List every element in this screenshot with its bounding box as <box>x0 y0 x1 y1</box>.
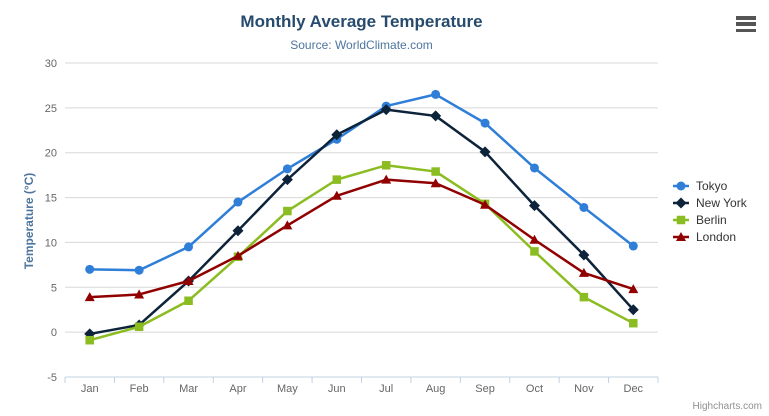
y-axis-label: 0 <box>51 327 57 339</box>
data-point-new-york[interactable] <box>380 104 392 116</box>
legend-marker-circle-icon <box>673 181 689 190</box>
data-point-new-york[interactable] <box>627 304 639 316</box>
hamburger-icon <box>736 16 756 20</box>
data-point-new-york[interactable] <box>479 146 491 158</box>
legend-item-london[interactable]: London <box>672 228 747 245</box>
y-axis-label: 25 <box>45 103 57 115</box>
y-axis-label: -5 <box>47 372 57 384</box>
data-point-london[interactable] <box>480 199 491 209</box>
data-point-london[interactable] <box>282 220 293 230</box>
credits-link[interactable]: Highcharts.com <box>692 401 762 412</box>
x-axis-label: Dec <box>624 383 644 395</box>
data-point-tokyo[interactable] <box>233 197 243 207</box>
series-line-tokyo[interactable] <box>88 93 635 272</box>
data-point-london[interactable] <box>381 174 392 184</box>
x-axis-label: Jun <box>328 383 346 395</box>
data-point-new-york[interactable] <box>232 225 244 237</box>
data-point-tokyo[interactable] <box>184 242 194 252</box>
data-point-new-york[interactable] <box>430 110 442 122</box>
data-point-new-york[interactable] <box>281 174 293 186</box>
legend-item-berlin[interactable]: Berlin <box>672 211 747 228</box>
data-point-london[interactable] <box>84 292 95 302</box>
data-point-berlin[interactable] <box>629 318 638 328</box>
chart-title: Monthly Average Temperature <box>240 12 483 31</box>
x-axis-label: May <box>277 383 298 395</box>
y-axis-label: 10 <box>45 237 57 249</box>
data-point-london[interactable] <box>331 190 342 200</box>
data-point-london[interactable] <box>134 289 145 299</box>
legend-marker-triangle-icon <box>673 231 689 241</box>
data-point-london[interactable] <box>578 267 589 277</box>
data-point-tokyo[interactable] <box>282 164 292 174</box>
data-point-london[interactable] <box>183 276 194 286</box>
data-point-berlin[interactable] <box>579 292 589 302</box>
data-point-tokyo[interactable] <box>431 89 441 99</box>
x-axis-label: Feb <box>130 383 149 395</box>
data-point-new-york[interactable] <box>331 129 343 141</box>
data-point-berlin[interactable] <box>283 206 292 216</box>
series-line-london[interactable] <box>88 178 635 299</box>
x-axis-label: Aug <box>426 383 446 395</box>
data-point-new-york[interactable] <box>528 200 540 212</box>
data-point-london[interactable] <box>430 178 441 188</box>
x-axis-label: Jan <box>81 383 99 395</box>
legend-marker-diamond-icon <box>673 197 689 208</box>
legend-label: Berlin <box>696 212 727 227</box>
x-axis-label: Oct <box>526 383 543 395</box>
series-line-berlin[interactable] <box>88 164 635 342</box>
y-axis-label: 15 <box>45 193 57 205</box>
series-line-new-york[interactable] <box>88 108 635 336</box>
data-point-tokyo[interactable] <box>134 265 144 275</box>
data-point-berlin[interactable] <box>134 322 144 332</box>
data-point-london[interactable] <box>232 250 243 260</box>
data-point-tokyo[interactable] <box>628 241 638 251</box>
x-axis-label: Sep <box>475 383 495 395</box>
data-point-tokyo[interactable] <box>529 163 539 173</box>
legend: Tokyo New York Berlin London <box>672 177 747 245</box>
data-point-tokyo[interactable] <box>85 264 95 274</box>
x-axis-label: Nov <box>574 383 594 395</box>
legend-marker-square-icon <box>673 215 689 224</box>
data-point-berlin[interactable] <box>332 175 342 184</box>
data-point-london[interactable] <box>628 284 639 294</box>
y-axis-label: 5 <box>51 282 57 294</box>
chart-subtitle: Source: WorldClimate.com <box>290 38 433 52</box>
data-point-tokyo[interactable] <box>480 118 490 128</box>
y-axis-label: 30 <box>45 58 57 70</box>
data-point-berlin[interactable] <box>184 296 193 305</box>
legend-label: London <box>696 229 737 244</box>
data-point-berlin[interactable] <box>85 335 94 345</box>
x-axis-label: Apr <box>229 383 246 395</box>
data-point-tokyo[interactable] <box>579 202 589 212</box>
legend-label: Tokyo <box>696 178 728 193</box>
y-axis-label: 20 <box>45 148 57 160</box>
data-point-new-york[interactable] <box>578 249 590 261</box>
legend-item-tokyo[interactable]: Tokyo <box>672 177 747 194</box>
legend-item-new-york[interactable]: New York <box>672 194 747 211</box>
legend-label: New York <box>696 195 747 210</box>
context-menu-button[interactable] <box>736 16 756 32</box>
data-point-berlin[interactable] <box>530 247 539 256</box>
x-axis-label: Jul <box>379 383 393 395</box>
data-point-berlin[interactable] <box>381 161 391 170</box>
x-axis-label: Mar <box>179 383 198 395</box>
data-point-berlin[interactable] <box>431 167 440 176</box>
data-point-london[interactable] <box>529 234 540 244</box>
